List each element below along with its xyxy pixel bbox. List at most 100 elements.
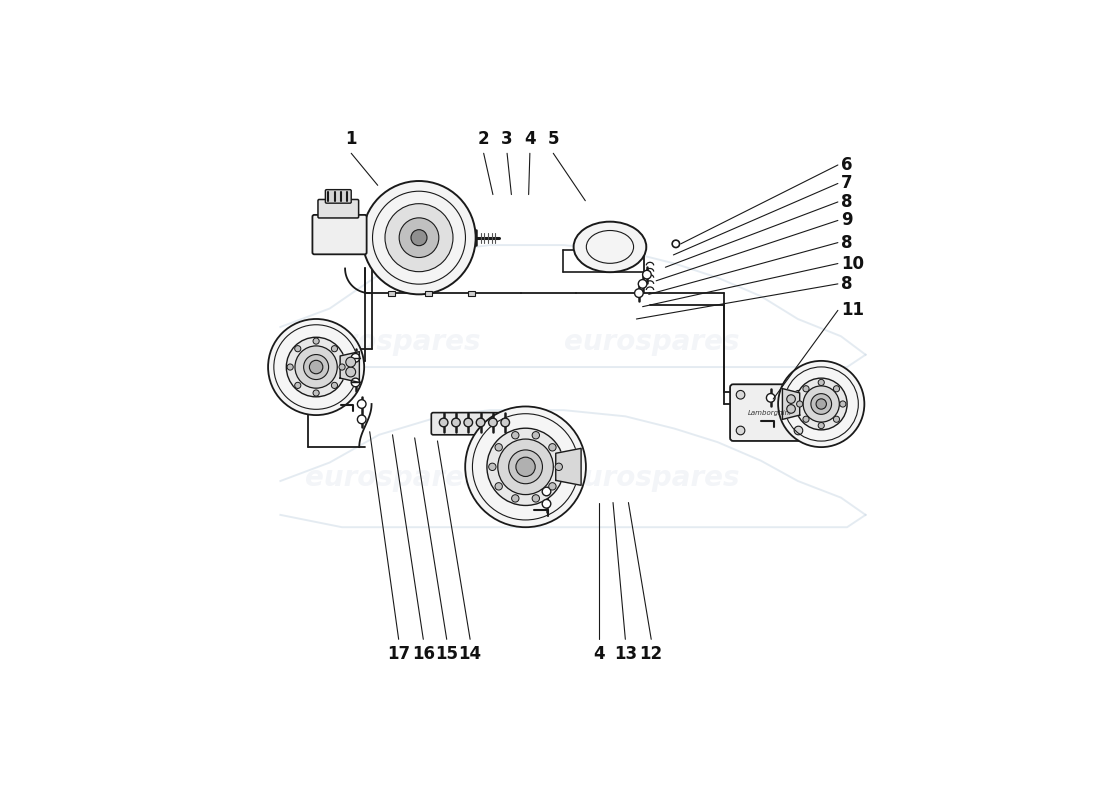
Circle shape	[295, 346, 338, 388]
FancyBboxPatch shape	[730, 384, 808, 441]
Circle shape	[358, 400, 366, 408]
Circle shape	[542, 499, 551, 508]
Circle shape	[767, 394, 775, 402]
Circle shape	[736, 390, 745, 399]
Text: 5: 5	[548, 130, 559, 148]
Text: 14: 14	[459, 646, 482, 663]
Circle shape	[500, 418, 509, 426]
Text: eurospares: eurospares	[563, 328, 739, 357]
Circle shape	[786, 405, 795, 414]
Circle shape	[495, 444, 503, 451]
Bar	[425, 290, 432, 295]
Text: 4: 4	[524, 130, 536, 148]
Circle shape	[488, 418, 497, 426]
Circle shape	[795, 378, 847, 430]
Circle shape	[642, 270, 651, 279]
Circle shape	[803, 416, 810, 422]
Text: 11: 11	[840, 302, 864, 319]
FancyBboxPatch shape	[431, 413, 526, 435]
Text: 1: 1	[345, 130, 358, 148]
Circle shape	[532, 431, 539, 439]
Text: 8: 8	[840, 193, 852, 211]
Text: 3: 3	[502, 130, 513, 148]
Text: 8: 8	[840, 234, 852, 252]
Circle shape	[358, 415, 366, 424]
Circle shape	[818, 422, 824, 429]
Circle shape	[816, 399, 826, 409]
Circle shape	[452, 418, 460, 426]
Circle shape	[351, 378, 360, 386]
Circle shape	[794, 426, 803, 435]
Circle shape	[464, 418, 473, 426]
Circle shape	[794, 390, 803, 399]
Circle shape	[556, 463, 562, 470]
Text: 7: 7	[840, 174, 852, 193]
Text: 16: 16	[411, 646, 434, 663]
Circle shape	[314, 390, 319, 396]
Text: 4: 4	[594, 646, 605, 663]
Circle shape	[638, 279, 647, 288]
Circle shape	[295, 382, 301, 389]
FancyBboxPatch shape	[312, 215, 366, 254]
Circle shape	[268, 319, 364, 415]
Circle shape	[351, 354, 360, 362]
Circle shape	[834, 386, 839, 392]
Circle shape	[736, 426, 745, 435]
Text: eurospares: eurospares	[305, 464, 481, 492]
Circle shape	[399, 218, 439, 258]
Bar	[468, 290, 475, 295]
Circle shape	[345, 357, 355, 367]
Circle shape	[304, 354, 329, 379]
Polygon shape	[340, 352, 360, 382]
Circle shape	[549, 444, 557, 451]
Circle shape	[287, 364, 294, 370]
Circle shape	[488, 463, 496, 470]
Circle shape	[508, 450, 542, 484]
Circle shape	[839, 401, 846, 407]
Circle shape	[811, 394, 832, 414]
FancyBboxPatch shape	[318, 199, 359, 218]
FancyBboxPatch shape	[326, 190, 351, 203]
Circle shape	[345, 367, 355, 377]
Circle shape	[465, 406, 586, 527]
Circle shape	[339, 364, 345, 370]
Circle shape	[803, 386, 839, 422]
Circle shape	[331, 382, 338, 389]
Text: 2: 2	[477, 130, 490, 148]
Circle shape	[314, 338, 319, 344]
Circle shape	[778, 361, 865, 447]
Polygon shape	[782, 389, 800, 419]
Text: 17: 17	[387, 646, 410, 663]
Circle shape	[516, 457, 536, 477]
Circle shape	[786, 394, 795, 403]
Text: 9: 9	[840, 211, 852, 230]
Circle shape	[385, 204, 453, 272]
Text: 6: 6	[840, 156, 852, 174]
Circle shape	[542, 487, 551, 496]
Circle shape	[495, 482, 503, 490]
Ellipse shape	[573, 222, 647, 272]
Circle shape	[549, 482, 557, 490]
Text: 12: 12	[640, 646, 663, 663]
Circle shape	[818, 379, 824, 386]
Text: 8: 8	[840, 275, 852, 293]
Circle shape	[532, 494, 539, 502]
Text: Lamborghini: Lamborghini	[747, 410, 792, 416]
Circle shape	[487, 428, 564, 506]
Circle shape	[476, 418, 485, 426]
Circle shape	[834, 416, 839, 422]
Text: 10: 10	[840, 254, 864, 273]
Circle shape	[331, 346, 338, 352]
Circle shape	[512, 431, 519, 439]
Polygon shape	[556, 448, 581, 486]
Text: eurospares: eurospares	[563, 464, 739, 492]
Circle shape	[796, 401, 803, 407]
Text: 13: 13	[614, 646, 637, 663]
Circle shape	[498, 439, 553, 494]
Circle shape	[512, 494, 519, 502]
Circle shape	[803, 386, 810, 392]
Circle shape	[362, 181, 475, 294]
Text: 15: 15	[436, 646, 459, 663]
Text: eurospares: eurospares	[305, 328, 481, 357]
Circle shape	[411, 230, 427, 246]
